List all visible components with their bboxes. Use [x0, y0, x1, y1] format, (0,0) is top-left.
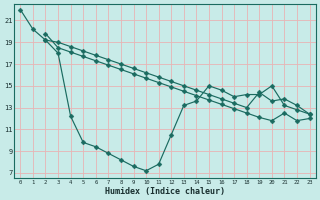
X-axis label: Humidex (Indice chaleur): Humidex (Indice chaleur) — [105, 187, 225, 196]
